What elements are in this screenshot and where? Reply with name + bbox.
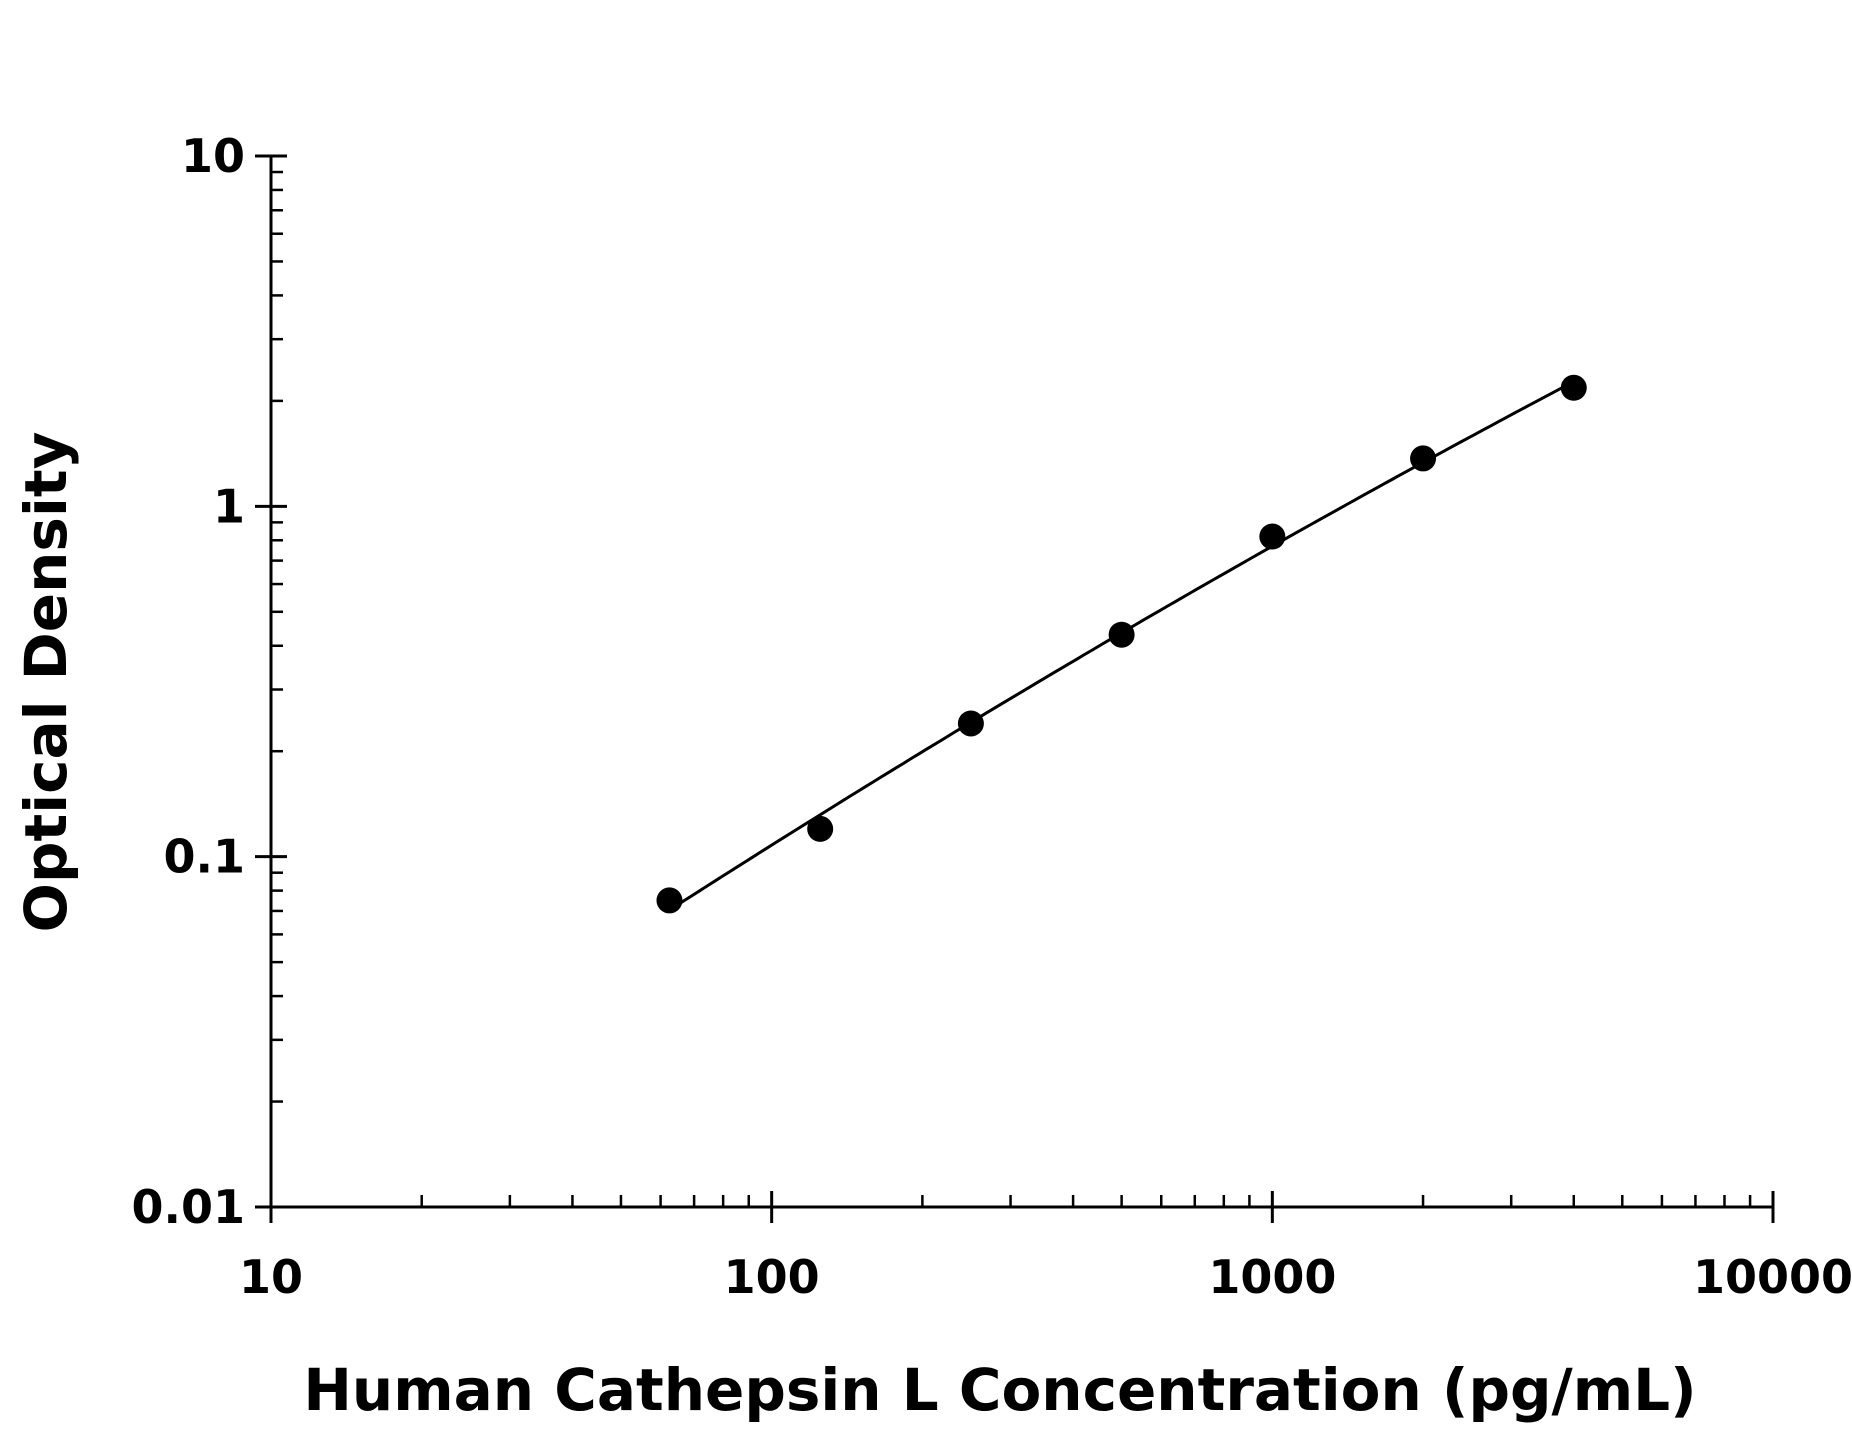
data-point xyxy=(1410,445,1437,472)
x-tick-label: 10000 xyxy=(1693,1250,1852,1304)
y-tick-label: 0.01 xyxy=(132,1180,246,1234)
y-tick-label: 1 xyxy=(213,479,245,533)
y-tick-label: 0.1 xyxy=(164,830,246,884)
x-tick-label: 10 xyxy=(239,1250,303,1304)
x-tick-label: 1000 xyxy=(1208,1250,1336,1304)
data-point xyxy=(1560,374,1587,401)
y-axis-title: Optical Density xyxy=(12,432,80,933)
data-point xyxy=(1259,523,1286,550)
data-point xyxy=(957,710,984,737)
tick-labels: 0.01 0.1 1 10 10 100 1000 10000 xyxy=(132,129,1852,1304)
data-point xyxy=(656,887,683,914)
data-point xyxy=(807,815,834,842)
axes xyxy=(269,156,1773,1209)
x-axis-title: Human Cathepsin L Concentration (pg/mL) xyxy=(303,1356,1696,1424)
y-tick-label: 10 xyxy=(181,129,245,183)
axis-ticks xyxy=(255,154,1775,1223)
x-tick-label: 100 xyxy=(724,1250,820,1304)
data-points xyxy=(656,374,1587,914)
data-point xyxy=(1108,621,1135,648)
